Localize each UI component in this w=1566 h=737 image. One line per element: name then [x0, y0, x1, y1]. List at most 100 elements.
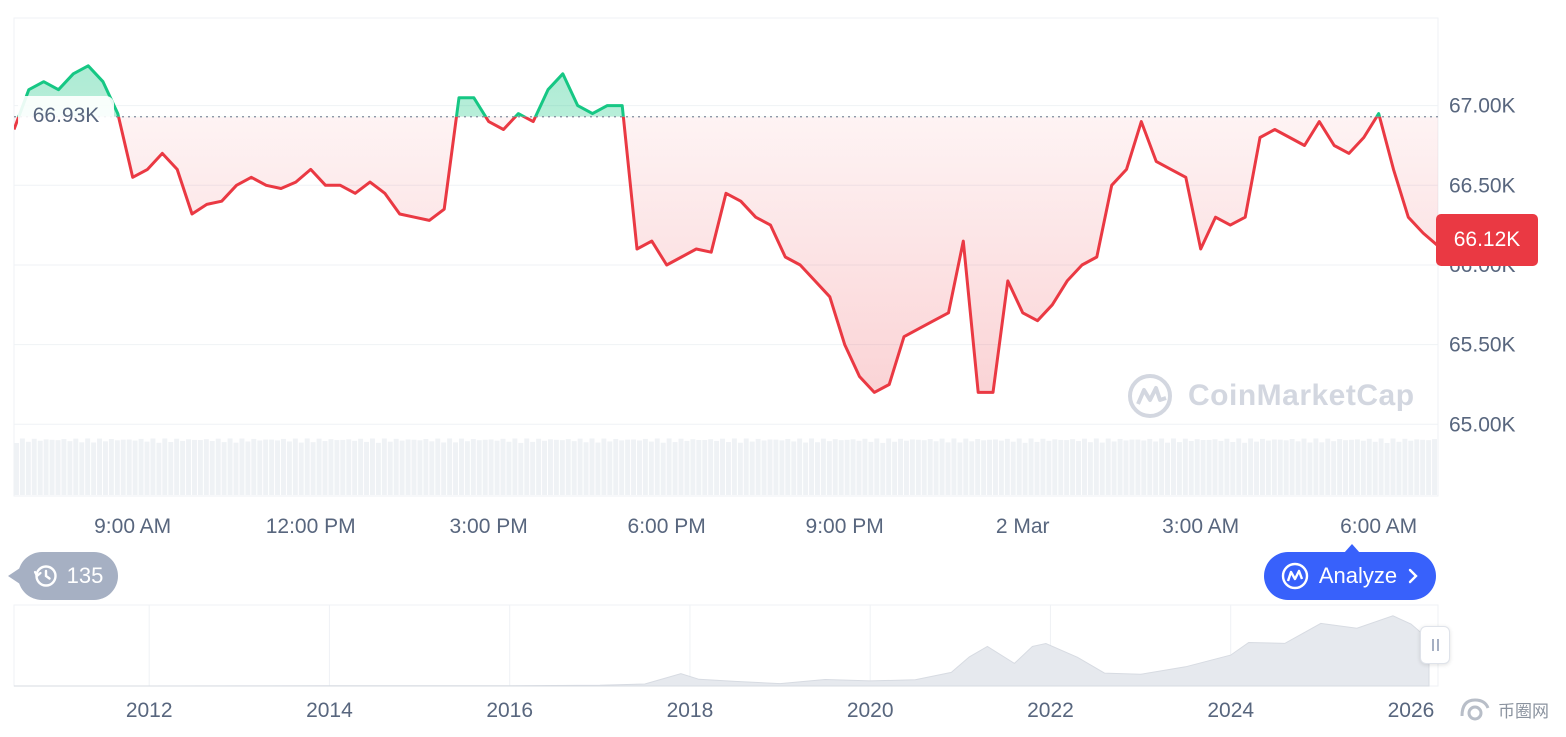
volume-bar	[1171, 438, 1176, 495]
volume-bar	[791, 441, 797, 495]
volume-bar	[1295, 441, 1301, 495]
volume-bar	[203, 439, 209, 495]
volume-bar	[180, 440, 186, 495]
volume-bar	[797, 438, 803, 495]
volume-bar	[1058, 439, 1064, 495]
volume-bar	[856, 440, 862, 495]
volume-bar	[951, 438, 957, 495]
volume-bar	[1034, 441, 1040, 495]
volume-bar	[589, 438, 595, 495]
volume-bar	[114, 440, 120, 495]
volume-bar	[192, 439, 197, 495]
volume-bar	[785, 438, 791, 495]
volume-bar	[803, 442, 809, 495]
volume-bar	[91, 442, 97, 495]
volume-bar	[524, 438, 530, 495]
volume-bar	[672, 442, 678, 495]
volume-bar	[174, 438, 180, 495]
chevron-right-icon	[1408, 568, 1418, 584]
volume-bar	[904, 440, 909, 495]
volume-bar	[1147, 438, 1153, 495]
analyze-button[interactable]: Analyze	[1264, 544, 1436, 600]
volume-bar	[1230, 442, 1236, 495]
volume-bar	[316, 438, 322, 495]
volume-bar	[726, 442, 731, 495]
volume-bar	[269, 439, 275, 495]
volume-bar	[257, 440, 263, 495]
volume-bar	[886, 438, 892, 495]
navigator-x-tick-label: 2020	[847, 699, 894, 722]
x-tick-label: 6:00 AM	[1340, 515, 1417, 538]
volume-bar	[25, 441, 31, 495]
volume-bar	[1141, 440, 1147, 495]
volume-bar	[1408, 440, 1414, 495]
site-logo-icon	[1460, 698, 1490, 721]
volume-bar	[1076, 441, 1081, 495]
volume-bar	[957, 442, 963, 495]
navigator-x-tick-label: 2026	[1388, 699, 1435, 722]
volume-bar	[518, 442, 524, 495]
volume-bar	[1165, 442, 1170, 495]
volume-bar	[49, 439, 55, 495]
volume-bar	[737, 442, 743, 495]
volume-bar	[364, 441, 369, 495]
volume-bar	[221, 442, 227, 495]
volume-bar	[494, 440, 500, 495]
volume-bar	[844, 439, 850, 495]
volume-bar	[1188, 441, 1194, 495]
navigator-scroll-handle[interactable]	[1420, 626, 1450, 664]
volume-bar	[1402, 438, 1408, 495]
volume-bar	[998, 440, 1004, 495]
volume-bar	[1378, 438, 1384, 495]
volume-bar	[702, 439, 708, 495]
volume-bar	[370, 438, 375, 495]
volume-bar	[1390, 438, 1396, 495]
volume-bar	[239, 438, 245, 495]
watermark-text: CoinMarketCap	[1188, 379, 1415, 412]
volume-bar	[660, 442, 666, 495]
volume-bar	[334, 440, 340, 495]
volume-bar	[637, 440, 642, 495]
navigator-x-tick-label: 2012	[126, 699, 173, 722]
volume-bar	[559, 440, 565, 495]
analyze-ai-icon	[1281, 562, 1309, 590]
volume-bar	[1319, 442, 1325, 495]
volume-bar	[915, 439, 921, 495]
volume-bar	[1366, 438, 1372, 495]
price-line-above	[17, 64, 1382, 117]
history-count: 135	[66, 563, 104, 588]
volume-bar	[945, 442, 951, 495]
volume-bar	[731, 438, 737, 495]
volume-bar	[476, 440, 482, 495]
volume-bar	[1343, 440, 1348, 495]
reference-price-label: 66.93K	[18, 96, 114, 136]
volume-bar	[892, 441, 898, 495]
volume-bar	[720, 438, 725, 495]
volume-bar	[197, 440, 203, 495]
volume-bar	[631, 439, 636, 495]
volume-bar	[577, 438, 583, 495]
volume-bar	[1111, 441, 1117, 495]
volume-bar	[862, 438, 868, 495]
navigator-x-tick-labels: 2012 2014 2016 2018 2020 2022 2024 2026	[126, 699, 1434, 722]
x-tick-label: 9:00 AM	[94, 515, 171, 538]
volume-bar	[429, 441, 435, 495]
navigator-x-tick-label: 2022	[1027, 699, 1074, 722]
volume-bar	[411, 439, 417, 495]
volume-bar	[850, 439, 856, 495]
y-tick-label: 66.50K	[1449, 174, 1516, 197]
volume-bar	[251, 438, 257, 495]
history-button[interactable]: 135	[8, 552, 118, 600]
volume-bar	[542, 440, 547, 495]
volume-bar	[601, 438, 607, 495]
volume-bar	[1200, 440, 1206, 495]
y-tick-label: 65.00K	[1449, 413, 1516, 436]
volume-bar	[571, 441, 577, 495]
volume-bar	[1277, 439, 1283, 495]
volume-bar	[607, 441, 613, 495]
volume-bar	[1064, 440, 1070, 495]
volume-bar	[209, 441, 215, 495]
volume-bar	[767, 439, 773, 495]
volume-bar	[352, 440, 358, 495]
volume-bar	[275, 440, 280, 495]
